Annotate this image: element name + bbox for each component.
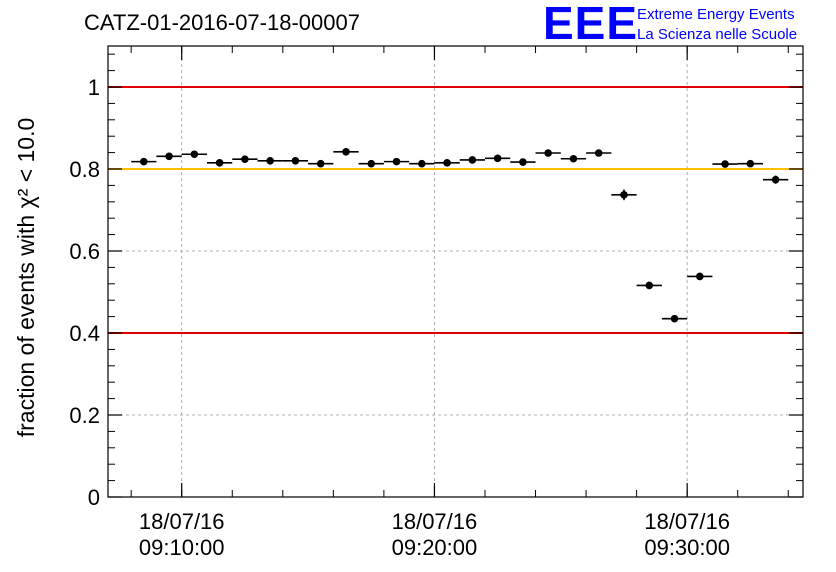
x-tick-label-date: 18/07/16: [392, 509, 478, 534]
y-tick-label: 0.8: [69, 157, 100, 182]
axis-ticks: [108, 46, 803, 498]
data-point: [721, 160, 729, 168]
data-point: [241, 155, 249, 163]
data-point: [266, 157, 274, 165]
y-tick-label: 0: [88, 485, 100, 510]
x-tick-label-time: 09:30:00: [644, 535, 730, 560]
data-point: [670, 314, 679, 323]
data-point-group: [206, 159, 233, 167]
data-point: [165, 152, 173, 161]
data-point: [746, 159, 755, 168]
data-point-group: [737, 159, 763, 168]
data-point: [392, 157, 401, 166]
data-point-group: [282, 157, 309, 165]
data-point-group: [535, 149, 561, 157]
y-tick-label: 0.4: [69, 321, 100, 346]
data-point: [291, 157, 300, 165]
data-point: [342, 147, 350, 156]
data-point: [367, 159, 376, 168]
data-point: [544, 149, 552, 157]
data-point-group: [409, 159, 435, 168]
data-point: [468, 156, 477, 164]
y-tick-label: 0.6: [69, 239, 100, 264]
logo-line-1: Extreme Energy Events: [637, 6, 795, 23]
data-point-group: [636, 281, 662, 290]
data-point: [418, 159, 426, 168]
data-point: [443, 159, 451, 167]
data-point: [493, 154, 502, 163]
x-tick-label-date: 18/07/16: [644, 509, 730, 534]
y-tick-label: 1: [88, 75, 100, 100]
data-point-group: [358, 159, 384, 168]
y-tick-label: 0.2: [69, 403, 100, 428]
x-tick-label-date: 18/07/16: [139, 509, 225, 534]
data-point: [215, 159, 224, 167]
data-point: [190, 150, 199, 159]
data-points: [131, 147, 789, 323]
x-tick-labels: 18/07/1609:10:0018/07/1609:20:0018/07/16…: [139, 509, 730, 560]
y-axis-title: fraction of events with χ² < 10.0: [13, 118, 39, 438]
logo-letters: EEE: [543, 0, 639, 49]
eee-logo: EEE Extreme Energy Events La Scienza nel…: [543, 0, 833, 49]
data-point-group: [434, 159, 460, 167]
data-point-group: [762, 175, 789, 184]
data-point-group: [687, 272, 713, 281]
data-point-group: [232, 155, 258, 163]
reference-lines: [108, 86, 803, 334]
data-point-group: [383, 157, 410, 166]
data-point: [645, 281, 654, 290]
data-point-group: [156, 152, 182, 161]
data-point-group: [181, 150, 207, 159]
data-point: [696, 272, 704, 281]
data-point: [594, 149, 603, 157]
x-tick-label-time: 09:10:00: [139, 535, 225, 560]
data-point-group: [484, 154, 511, 163]
data-point-group: [661, 314, 688, 323]
logo-line-2: La Scienza nelle Scuole: [637, 26, 798, 43]
y-tick-labels: 0 0.2 0.4 0.6 0.8 1: [69, 75, 100, 510]
data-point-group: [131, 157, 157, 166]
data-point-group: [586, 149, 612, 157]
grid-lines: [108, 46, 803, 497]
data-point-group: [510, 158, 536, 166]
data-point: [771, 175, 780, 184]
data-point: [519, 158, 527, 166]
data-point-group: [257, 157, 283, 165]
data-point-group: [611, 189, 637, 201]
data-point: [569, 154, 578, 163]
data-point-group: [712, 160, 738, 168]
data-point: [620, 191, 628, 199]
data-point-group: [333, 147, 359, 156]
data-point-group: [459, 156, 485, 164]
data-point-group: [560, 154, 587, 163]
data-point: [140, 157, 148, 166]
data-point-group: [308, 159, 334, 168]
data-point: [316, 159, 325, 168]
plot-frame: [107, 45, 804, 498]
x-tick-label-time: 09:20:00: [392, 535, 478, 560]
run-title: CATZ-01-2016-07-18-00007: [84, 10, 360, 35]
